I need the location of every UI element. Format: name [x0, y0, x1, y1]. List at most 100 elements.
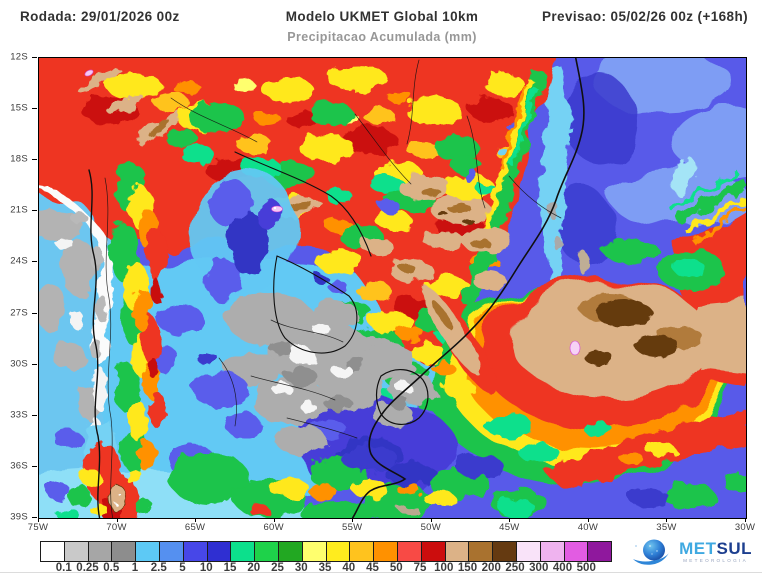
legend-label: 500 — [576, 562, 596, 574]
brand-tagline: METEOROLOGIA — [683, 558, 748, 564]
lon-tick — [745, 518, 747, 522]
legend-cell — [469, 542, 494, 561]
forecast-valid-label: Previsao: 05/02/26 00z (+168h) — [542, 9, 748, 24]
lon-label: 65W — [184, 522, 206, 533]
legend-label: 5 — [179, 562, 186, 574]
legend-cell — [516, 542, 541, 561]
legend-label: 50 — [389, 562, 403, 574]
legend-cell — [41, 542, 65, 561]
lon-tick — [666, 518, 668, 522]
legend-label: 30 — [294, 562, 308, 574]
lat-label: 24S — [10, 255, 28, 267]
precipitation-map — [38, 57, 747, 519]
legend-cell — [397, 542, 422, 561]
legend-cell — [564, 542, 589, 561]
legend-cell — [183, 542, 208, 561]
legend-label: 75 — [413, 562, 427, 574]
color-scale-labels: 0.1 0.25 0.5 1 2.5 5 10 15 20 25 30 35 40 45 50 75 100 15… — [40, 562, 660, 576]
lat-tick — [32, 516, 37, 518]
legend-cell — [255, 542, 279, 561]
legend-cell — [278, 542, 303, 561]
legend-cell — [159, 542, 184, 561]
lat-tick — [32, 363, 37, 365]
legend-cell — [588, 542, 612, 561]
legend-label: 200 — [481, 562, 501, 574]
lon-tick — [430, 518, 432, 522]
lat-label: 39S — [10, 511, 28, 523]
metsul-logo: METSUL METEOROLOGIA — [630, 537, 752, 567]
legend-label: 15 — [223, 562, 237, 574]
legend-label: 45 — [366, 562, 379, 574]
legend-label: 35 — [318, 562, 332, 574]
legend-label: 0.1 — [55, 562, 72, 574]
lon-tick — [273, 518, 275, 522]
legend-cell — [493, 542, 517, 561]
lon-label: 70W — [106, 522, 127, 533]
lon-label: 30W — [734, 522, 756, 533]
legend-cell — [207, 542, 232, 561]
legend-label: 300 — [529, 562, 549, 574]
lat-tick — [32, 108, 37, 110]
model-run-label: Rodada: 29/01/2026 00z — [20, 9, 180, 24]
lat-tick — [32, 312, 37, 314]
lon-label: 50W — [420, 522, 442, 533]
legend-cell — [112, 542, 137, 561]
brand-name-first: MET — [679, 539, 717, 559]
lon-label: 40W — [577, 522, 599, 533]
lat-tick — [32, 57, 37, 58]
lat-label: 21S — [10, 204, 28, 216]
legend-cell — [350, 542, 375, 561]
lon-tick — [38, 518, 39, 522]
legend-cell — [326, 542, 351, 561]
lat-label: 15S — [10, 102, 28, 114]
model-title: Modelo UKMET Global 10km — [285, 9, 479, 24]
lat-label: 30S — [10, 358, 28, 370]
legend-label: 25 — [271, 562, 284, 574]
lat-tick — [32, 414, 37, 416]
lon-label: 60W — [263, 522, 284, 533]
legend-cell — [136, 542, 160, 561]
lon-tick — [116, 518, 118, 522]
lat-label: 33S — [10, 409, 28, 421]
lon-label: 55W — [342, 522, 363, 533]
lat-label: 36S — [10, 460, 28, 472]
legend-cell — [421, 542, 446, 561]
legend-label: 40 — [342, 562, 356, 574]
legend-cell — [302, 542, 327, 561]
precipitation-color-scale — [40, 541, 612, 562]
lat-label: 27S — [10, 307, 28, 319]
brand-name-second: SUL — [716, 539, 752, 559]
legend-label: 150 — [457, 562, 478, 574]
lon-tick — [195, 518, 197, 522]
longitude-axis: 75W 70W 65W 60W 55W 50W 45W 40W 35W 30W — [28, 518, 755, 534]
lat-label: 18S — [10, 153, 28, 165]
lat-tick — [32, 261, 37, 263]
legend-label: 100 — [434, 562, 454, 574]
legend-cell — [445, 542, 470, 561]
legend-label: 2.5 — [150, 562, 167, 574]
lat-tick — [32, 210, 37, 212]
lat-tick — [32, 159, 37, 161]
metsul-wordmark: METSUL METEOROLOGIA — [679, 540, 752, 564]
legend-cell — [231, 542, 256, 561]
lat-tick — [32, 465, 37, 467]
latitude-axis: 12S 15S 18S 21S 24S 27S 30S 33S 36S 39S — [0, 52, 38, 522]
legend-label: 0.25 — [76, 562, 99, 574]
legend-label: 0.5 — [103, 562, 120, 574]
legend-label: 400 — [552, 562, 573, 574]
legend-label: 1 — [131, 562, 139, 574]
lon-label: 75W — [27, 522, 49, 533]
lat-label: 12S — [10, 51, 28, 63]
legend-label: 20 — [247, 562, 261, 574]
product-subtitle: Precipitacao Acumulada (mm) — [287, 30, 477, 44]
lon-label: 45W — [499, 522, 520, 533]
lon-label: 35W — [656, 522, 677, 533]
legend-cell — [374, 542, 398, 561]
legend-cell — [88, 542, 113, 561]
legend-label: 250 — [505, 562, 525, 574]
lon-tick — [509, 518, 511, 522]
metsul-planet-icon — [633, 539, 671, 565]
lon-tick — [587, 518, 589, 522]
bottom-divider — [0, 572, 762, 573]
